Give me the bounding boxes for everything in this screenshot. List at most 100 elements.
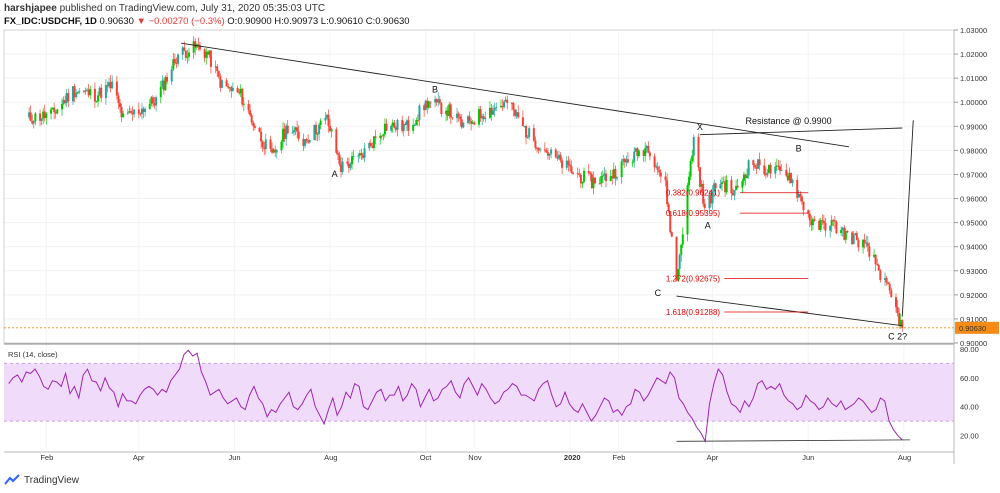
candle-body — [583, 170, 586, 182]
candle-body — [361, 155, 364, 158]
candle-body — [51, 107, 54, 110]
candle-body — [340, 164, 343, 172]
candle-body — [873, 254, 876, 257]
candle-body — [75, 93, 78, 98]
candle-body — [172, 59, 175, 70]
candle-body — [412, 124, 415, 131]
annotation-label: B — [432, 85, 438, 95]
candle-body — [785, 169, 788, 176]
candle-body — [818, 220, 821, 230]
candle-body — [626, 159, 629, 163]
candle-body — [122, 113, 125, 118]
candle-body — [349, 164, 352, 168]
candle-body — [448, 104, 451, 116]
candle-body — [394, 127, 397, 130]
candle-body — [757, 159, 760, 169]
annotation-label: C 2? — [888, 331, 907, 341]
symbol-name[interactable]: FX_IDC:USDCHF, 1D — [4, 16, 97, 27]
candle-body — [274, 149, 277, 153]
candle-body — [184, 50, 187, 58]
candle-body — [788, 172, 791, 181]
candle-body — [374, 136, 377, 139]
candle-body — [445, 110, 448, 114]
candle-body — [470, 121, 473, 124]
candle-body — [341, 161, 344, 172]
rsi-tick-label: 40.00 — [960, 403, 979, 412]
candle-body — [263, 147, 266, 150]
candle-body — [844, 230, 847, 240]
candle-body — [120, 106, 123, 118]
candle-body — [514, 109, 517, 116]
candle-body — [667, 204, 670, 212]
candle-body — [689, 160, 692, 177]
price-tick-label: 0.92000 — [960, 291, 987, 300]
candle-body — [800, 196, 803, 202]
candle-body — [510, 102, 513, 104]
candle-body — [429, 101, 432, 103]
candle-body — [644, 148, 647, 156]
high-value: 0.90973 — [283, 16, 319, 27]
candle-body — [499, 106, 502, 108]
candle-body — [884, 277, 887, 280]
candle-body — [319, 120, 322, 125]
candle-body — [280, 141, 283, 151]
candle-body — [329, 125, 332, 132]
candle-body — [269, 139, 272, 149]
candle-body — [53, 107, 56, 113]
candle-body — [108, 82, 111, 87]
candle-body — [413, 124, 416, 126]
candle-body — [735, 185, 738, 190]
candle-body — [238, 92, 241, 94]
candle-body — [385, 123, 388, 131]
candle-body — [780, 169, 783, 171]
candle-body — [622, 158, 625, 162]
open-value: 0.90900 — [237, 16, 272, 27]
candle-body — [656, 166, 659, 170]
candle-body — [763, 165, 766, 175]
candle-body — [528, 128, 531, 138]
candle-body — [691, 155, 694, 161]
candle-body — [504, 99, 507, 102]
candle-body — [435, 99, 438, 103]
candle-body — [868, 246, 871, 257]
candle-body — [492, 110, 495, 115]
candle-body — [358, 153, 361, 156]
fib-level-label: 0.618(0.95395) — [666, 209, 721, 218]
candle-body — [633, 151, 636, 163]
candle-body — [371, 146, 374, 149]
price-tick-label: 0.99000 — [960, 122, 987, 131]
candle-body — [347, 163, 350, 168]
candle-body — [594, 177, 597, 184]
candle-body — [131, 112, 134, 115]
candle-body — [733, 189, 736, 196]
candle-body — [40, 118, 43, 121]
candle-body — [797, 193, 800, 198]
price-tick-label: 1.00000 — [960, 98, 987, 107]
time-tick-label: 2020 — [564, 453, 581, 462]
candle-body — [29, 112, 32, 121]
candle-body — [747, 160, 750, 176]
candle-body — [493, 107, 496, 111]
candle-body — [692, 137, 695, 156]
candle-body — [390, 125, 393, 131]
candle-body — [357, 155, 360, 157]
author-name[interactable]: harshjapee — [4, 3, 57, 14]
candle-body — [534, 140, 537, 148]
candle-body — [275, 150, 278, 153]
candle-body — [713, 183, 716, 192]
brand-name[interactable]: TradingView — [24, 474, 80, 486]
candle-body — [648, 152, 651, 157]
candle-body — [335, 129, 338, 153]
candle-body — [137, 109, 140, 114]
candle-body — [609, 176, 612, 181]
candle-body — [159, 86, 162, 98]
candle-body — [536, 147, 539, 149]
candle-body — [775, 165, 778, 167]
candle-body — [155, 97, 158, 106]
candle-body — [162, 80, 165, 91]
candle-body — [363, 148, 366, 158]
candle-body — [54, 112, 57, 114]
candle-body — [303, 139, 306, 146]
candle-body — [885, 277, 888, 283]
